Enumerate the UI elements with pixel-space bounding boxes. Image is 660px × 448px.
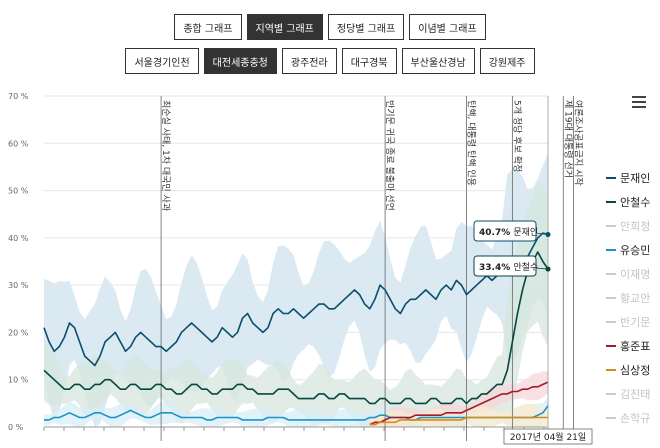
legend-label-10: 손학규 bbox=[620, 412, 650, 425]
legend-label-1: 안철수 bbox=[620, 196, 650, 209]
tooltip-point-1 bbox=[545, 266, 551, 272]
legend-item-10[interactable]: 손학규 bbox=[606, 412, 650, 425]
tooltip-text-1: 33.4% 안철수 bbox=[479, 262, 538, 273]
tooltip-pct-0: 40.7% bbox=[479, 228, 513, 238]
legend-label-2: 안희정 bbox=[620, 220, 650, 233]
tooltip-box-1 bbox=[473, 255, 537, 277]
legend-label-7: 홍준표 bbox=[620, 339, 650, 353]
legend-item-1[interactable]: 안철수 bbox=[606, 196, 650, 209]
region-tab-2[interactable]: 광주전라 bbox=[281, 48, 337, 74]
y-tick-5: 50 % bbox=[8, 187, 29, 196]
y-tick-0: 0 % bbox=[8, 423, 24, 432]
legend-label-0: 문재인 bbox=[620, 172, 650, 185]
crosshair-date-box bbox=[503, 428, 593, 445]
band-0 bbox=[44, 153, 548, 427]
tooltip-name-0: 문재인 bbox=[513, 227, 538, 238]
event-label-2: 탄핵, 대통령 탄핵 인용 bbox=[466, 100, 478, 186]
legend-item-2[interactable]: 안희정 bbox=[606, 220, 650, 233]
series-line-8 bbox=[369, 416, 548, 426]
legend-label-4: 이재명 bbox=[620, 268, 650, 281]
region-tab-1[interactable]: 대전세종충청 bbox=[203, 48, 277, 74]
legend-item-0[interactable]: 문재인 bbox=[606, 172, 650, 185]
band-8 bbox=[369, 403, 548, 427]
graph-type-tabs: 종합 그래프 지역별 그래프 정당별 그래프 이념별 그래프 bbox=[0, 14, 660, 40]
legend-item-6[interactable]: 반기문 bbox=[606, 316, 650, 329]
legend-item-7[interactable]: 홍준표 bbox=[606, 339, 650, 353]
legend-label-8: 심상정 bbox=[620, 364, 650, 377]
legend-item-9[interactable]: 김진태 bbox=[606, 388, 650, 401]
series-line-1 bbox=[43, 251, 549, 405]
legend-label-3: 유승민 bbox=[620, 244, 650, 257]
legend-item-8[interactable]: 심상정 bbox=[606, 364, 650, 377]
legend-label-5: 황교안 bbox=[620, 292, 650, 305]
series-line-0 bbox=[43, 232, 549, 367]
tooltip-box-0 bbox=[473, 220, 537, 242]
event-label-5: 여론조사공표금지 시작 bbox=[572, 100, 584, 186]
band-7 bbox=[369, 371, 548, 427]
chart-menu-icon[interactable] bbox=[632, 96, 646, 108]
y-tick-2: 20 % bbox=[8, 328, 29, 337]
legend-label-6: 반기문 bbox=[620, 316, 650, 329]
legend-item-3[interactable]: 유승민 bbox=[606, 244, 650, 257]
tooltip-pct-1: 33.4% bbox=[479, 263, 513, 273]
legend-label-9: 김진태 bbox=[620, 388, 650, 401]
graph-type-tab-1[interactable]: 지역별 그래프 bbox=[246, 14, 323, 40]
series-line-3 bbox=[44, 405, 549, 421]
region-tab-0[interactable]: 서울경기인천 bbox=[125, 48, 199, 74]
region-tab-3[interactable]: 대구경북 bbox=[341, 48, 397, 74]
y-tick-1: 10 % bbox=[8, 376, 29, 385]
tooltip-name-1: 안철수 bbox=[513, 262, 538, 273]
event-label-4: 제 19대 대통령 선거 bbox=[562, 100, 574, 178]
legend-item-4[interactable]: 이재명 bbox=[606, 268, 650, 281]
region-tabs: 서울경기인천 대전세종충청 광주전라 대구경북 부산울산경남 강원제주 bbox=[0, 48, 660, 74]
y-tick-4: 40 % bbox=[8, 234, 29, 243]
graph-type-tab-0[interactable]: 종합 그래프 bbox=[174, 14, 242, 40]
tooltip-point-0 bbox=[545, 232, 551, 238]
graph-type-tab-2[interactable]: 정당별 그래프 bbox=[327, 14, 405, 40]
event-label-3: 5개 정당 후보 확정 bbox=[511, 100, 523, 172]
region-tab-5[interactable]: 강원제주 bbox=[479, 48, 535, 74]
event-label-1: 반기문 귀국 종료 불출마 선언 bbox=[384, 100, 396, 211]
legend-item-5[interactable]: 황교안 bbox=[606, 292, 650, 305]
y-tick-6: 60 % bbox=[8, 139, 29, 148]
crosshair-date-label: 2017년 04월 21일 bbox=[510, 431, 586, 443]
y-tick-3: 30 % bbox=[8, 281, 29, 290]
graph-type-tab-3[interactable]: 이념별 그래프 bbox=[409, 14, 486, 40]
event-label-0: 최순실 사태, 1차 대국민 사과 bbox=[160, 100, 172, 211]
series-line-7 bbox=[369, 381, 549, 426]
region-tab-4[interactable]: 부산울산경남 bbox=[401, 48, 475, 74]
y-tick-7: 70 % bbox=[8, 92, 29, 101]
tooltip-text-0: 40.7% 문재인 bbox=[479, 227, 538, 238]
